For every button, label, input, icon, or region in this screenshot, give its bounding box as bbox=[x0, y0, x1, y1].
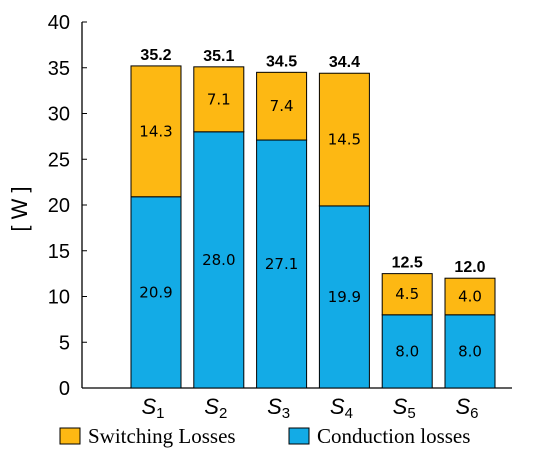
legend-swatch-conduction bbox=[288, 427, 310, 445]
data-label-switching: 4.0 bbox=[458, 288, 482, 306]
legend: Switching Losses Conduction losses bbox=[59, 424, 470, 448]
total-label: 12.5 bbox=[392, 255, 423, 272]
x-tick-label-subscript: 6 bbox=[470, 405, 478, 422]
x-tick-label-subscript: 5 bbox=[407, 405, 415, 422]
x-tick-label: S6 bbox=[455, 394, 478, 422]
bar-conduction-s6 bbox=[444, 314, 496, 389]
y-tick-label: 5 bbox=[59, 332, 70, 354]
x-tick-label-base: S bbox=[267, 394, 282, 419]
total-label: 12.0 bbox=[454, 259, 485, 276]
x-tick-label: S1 bbox=[141, 394, 164, 422]
total-label: 35.1 bbox=[203, 48, 234, 65]
bar-switching-s1 bbox=[130, 65, 182, 198]
x-tick-label-subscript: 3 bbox=[282, 405, 290, 422]
legend-label-switching: Switching Losses bbox=[88, 424, 236, 448]
data-label-switching: 7.4 bbox=[270, 97, 294, 115]
x-tick-label-subscript: 1 bbox=[156, 405, 164, 422]
y-tick-label: 35 bbox=[48, 58, 70, 80]
x-tick-label-base: S bbox=[393, 394, 408, 419]
y-tick-label: 20 bbox=[48, 195, 70, 217]
data-label-switching: 14.3 bbox=[139, 122, 172, 140]
data-labels: 20.9 14.3 35.2 28.0 7.1 35.1 27.1 7.4 34.5 19.9 14… bbox=[139, 47, 485, 360]
data-label-switching: 14.5 bbox=[328, 131, 361, 149]
y-tick-label: 25 bbox=[48, 149, 70, 171]
x-tick-label-subscript: 4 bbox=[345, 405, 353, 422]
x-tick-label: S4 bbox=[330, 394, 353, 422]
total-label: 35.2 bbox=[140, 47, 171, 64]
bar-switching-s3 bbox=[256, 71, 308, 141]
y-tick-label: 40 bbox=[48, 12, 70, 34]
bar-switching-s6 bbox=[444, 277, 496, 316]
data-label-conduction: 28.0 bbox=[202, 251, 235, 269]
bar-switching-s2 bbox=[193, 66, 245, 133]
x-tick-label-subscript: 2 bbox=[219, 405, 227, 422]
bars bbox=[130, 65, 496, 389]
bar-conduction-s1 bbox=[130, 196, 182, 389]
bar-conduction-s4 bbox=[318, 205, 370, 389]
bar-conduction-s3 bbox=[256, 139, 308, 389]
data-label-switching: 7.1 bbox=[207, 90, 231, 108]
y-tick-label: 15 bbox=[48, 241, 70, 263]
legend-label-conduction: Conduction losses bbox=[317, 424, 470, 448]
y-tick-label: 10 bbox=[48, 287, 70, 309]
x-tick-label: S5 bbox=[393, 394, 416, 422]
bar-switching-s5 bbox=[381, 273, 433, 316]
bar-conduction-s5 bbox=[381, 314, 433, 389]
x-tick-label-base: S bbox=[455, 394, 470, 419]
bar-switching-s4 bbox=[318, 72, 370, 207]
data-label-conduction: 20.9 bbox=[139, 283, 172, 301]
x-tick-label-base: S bbox=[141, 394, 156, 419]
data-label-conduction: 8.0 bbox=[458, 342, 482, 360]
y-tick-label: 0 bbox=[59, 378, 70, 400]
data-label-conduction: 27.1 bbox=[265, 255, 298, 273]
x-tick-label: S3 bbox=[267, 394, 290, 422]
data-label-conduction: 8.0 bbox=[395, 342, 419, 360]
x-tick-label: S2 bbox=[204, 394, 227, 422]
legend-swatch-switching bbox=[59, 427, 81, 445]
x-tick-label-base: S bbox=[330, 394, 345, 419]
y-tick-label: 30 bbox=[48, 104, 70, 126]
x-tick-labels: S1 S2 S3 S4 S5 S6 bbox=[141, 394, 478, 422]
total-label: 34.4 bbox=[329, 54, 360, 71]
y-axis-label: [ W ] bbox=[7, 186, 32, 231]
x-tick-label-base: S bbox=[204, 394, 219, 419]
total-label: 34.5 bbox=[266, 53, 297, 70]
bar-conduction-s2 bbox=[193, 131, 245, 389]
y-tick-labels: 0 5 10 15 20 25 30 35 40 bbox=[48, 12, 87, 400]
data-label-switching: 4.5 bbox=[395, 285, 419, 303]
data-label-conduction: 19.9 bbox=[328, 288, 361, 306]
